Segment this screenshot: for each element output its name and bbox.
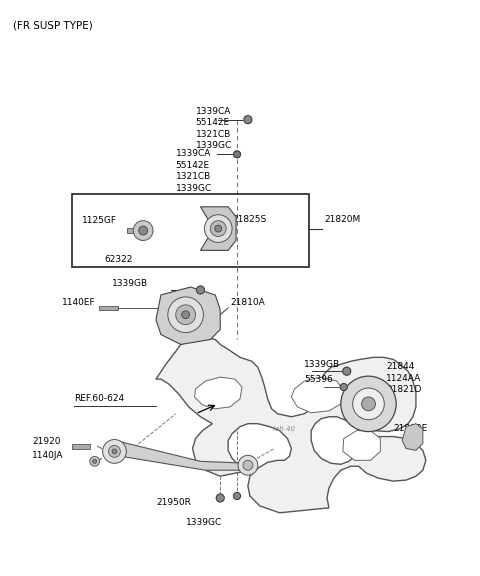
- Circle shape: [361, 397, 375, 411]
- Text: (FR SUSP TYPE): (FR SUSP TYPE): [12, 21, 93, 31]
- Text: 1339CA
55142E
1321CB
1339GC: 1339CA 55142E 1321CB 1339GC: [195, 107, 232, 150]
- Circle shape: [204, 215, 232, 242]
- Polygon shape: [201, 207, 236, 251]
- Circle shape: [244, 116, 252, 124]
- Text: 1125GF: 1125GF: [82, 215, 117, 225]
- Text: 21820M: 21820M: [324, 215, 360, 224]
- Circle shape: [93, 459, 96, 463]
- Circle shape: [176, 305, 195, 325]
- Circle shape: [238, 456, 258, 475]
- Circle shape: [90, 456, 100, 466]
- Circle shape: [216, 494, 224, 502]
- Text: 62322: 62322: [105, 255, 133, 264]
- Text: 21810A: 21810A: [230, 298, 265, 308]
- Text: 21825S: 21825S: [232, 215, 266, 224]
- Circle shape: [108, 445, 120, 457]
- Circle shape: [234, 151, 240, 158]
- Circle shape: [340, 384, 347, 391]
- Polygon shape: [194, 377, 242, 409]
- Text: 1140EF: 1140EF: [62, 298, 96, 308]
- Text: 1339GB: 1339GB: [111, 279, 148, 287]
- Circle shape: [139, 226, 147, 235]
- Text: REF.60-624: REF.60-624: [74, 395, 124, 403]
- Text: 21844
1124AA
21821D: 21844 1124AA 21821D: [386, 362, 421, 394]
- Polygon shape: [291, 377, 344, 413]
- Circle shape: [210, 221, 226, 237]
- Text: 1339GC: 1339GC: [186, 518, 222, 527]
- Text: leh 40: leh 40: [274, 426, 296, 431]
- Polygon shape: [343, 431, 380, 460]
- Text: 1339GB: 1339GB: [304, 360, 340, 369]
- Circle shape: [182, 311, 190, 319]
- Polygon shape: [156, 338, 426, 513]
- Circle shape: [112, 449, 117, 454]
- Text: 21830: 21830: [359, 395, 387, 403]
- Text: 21920: 21920: [33, 437, 61, 446]
- Circle shape: [133, 221, 153, 240]
- Circle shape: [243, 460, 253, 470]
- Circle shape: [215, 225, 222, 232]
- Circle shape: [196, 286, 204, 294]
- Bar: [127, 228, 139, 233]
- Polygon shape: [402, 424, 423, 450]
- Text: 1339CA
55142E
1321CB
1339GC: 1339CA 55142E 1321CB 1339GC: [176, 149, 212, 193]
- Text: 21950R: 21950R: [156, 498, 191, 507]
- Text: 55396: 55396: [304, 374, 333, 384]
- Text: 21880E: 21880E: [393, 424, 428, 433]
- Circle shape: [168, 297, 204, 332]
- Text: 1140JA: 1140JA: [33, 451, 64, 460]
- Bar: [72, 445, 90, 449]
- Circle shape: [103, 439, 126, 463]
- Circle shape: [341, 376, 396, 431]
- Circle shape: [353, 388, 384, 420]
- Polygon shape: [111, 442, 250, 470]
- Circle shape: [234, 492, 240, 499]
- Polygon shape: [156, 287, 220, 344]
- Bar: [99, 306, 119, 310]
- Bar: [72, 194, 309, 267]
- Circle shape: [343, 367, 351, 375]
